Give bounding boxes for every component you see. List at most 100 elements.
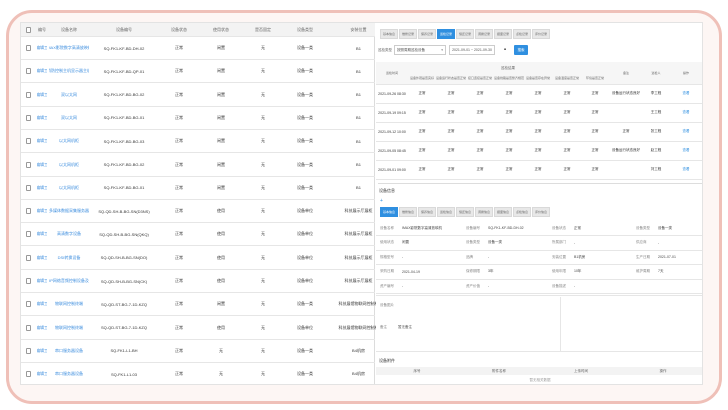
table-row[interactable]: 二楼东区编辑工作区设备 DSI转换设备 SQ-QD-SH-B-BG-SN(DO) 正常… [21, 247, 375, 270]
table-cell: 正常 [175, 231, 183, 237]
add-icon[interactable]: + [380, 198, 383, 204]
row-link[interactable]: 物联网控制终端 [55, 324, 83, 330]
subtab-3[interactable]: 巡检信息 [437, 207, 455, 217]
row-link[interactable]: DSI转换设备 [57, 254, 81, 260]
tab-record-4[interactable]: 借还记录 [456, 29, 474, 39]
view-link[interactable]: 查看 [682, 148, 690, 152]
row-checkbox[interactable] [25, 231, 31, 238]
row-checkbox[interactable] [25, 278, 31, 284]
row-link[interactable]: 以太网机柜 [59, 184, 79, 190]
subtab-5[interactable]: 调拨信息 [475, 207, 493, 217]
row-checkbox[interactable] [25, 254, 31, 261]
tab-record-3[interactable]: 巡检记录 [437, 29, 455, 39]
row-link[interactable]: 二楼东区编辑工作区设备 [37, 324, 47, 330]
row-checkbox[interactable] [25, 91, 31, 98]
table-row[interactable]: 二楼东区编辑工作区设备 串口服务器设备 SQ-FK1-L1-03 正常 无 无 设备一类 B4… [21, 363, 375, 384]
row-link[interactable]: 二楼东区编辑工作区设备 [37, 91, 47, 97]
view-link[interactable]: 查看 [682, 110, 690, 114]
view-link[interactable]: 查看 [682, 91, 690, 95]
subtab-2[interactable]: 保养信息 [418, 207, 436, 217]
grid-cell: 正常 [563, 91, 571, 95]
column-header: 使用状态 [213, 26, 229, 32]
row-link[interactable]: IMAX影院数字高清放映机 [49, 45, 89, 50]
row-link[interactable]: 消防控制主机显示器主机 [49, 68, 89, 74]
divider [376, 103, 702, 104]
date-range-picker[interactable]: 2021-09-01 ~ 2021-09-30 [449, 45, 495, 55]
row-link[interactable]: 双以太网 [61, 91, 77, 97]
row-link[interactable]: 二楼东区编辑工作区设备 [37, 301, 47, 307]
row-link[interactable]: 以太网机柜 [59, 161, 79, 167]
table-row[interactable]: 二楼东区编辑工作区设备IMAX影院数字高清放映机 SQ-FK1-KF-BD-DH-… [21, 37, 375, 60]
table-row[interactable]: 二楼东区编辑工作区设备 双以太网 SQ-FK1-KF-BD-BG-01 正常 闲置 无 设备… [21, 107, 375, 130]
row-link[interactable]: 二楼东区编辑工作区设备 [37, 254, 47, 260]
row-link[interactable]: 二楼东区编辑工作区设备 [37, 278, 47, 283]
table-row[interactable]: 二楼东区编辑工作区设备 串口服务器设备 SQ-FK1-L1-BH 正常 无 无 设备一类 B4… [21, 340, 375, 363]
subtab-6[interactable]: 报废信息 [494, 207, 512, 217]
row-link[interactable]: 串口服务器设备 [55, 347, 83, 353]
row-link[interactable]: 二楼东区编辑工作区设备 [37, 45, 47, 50]
search-icon[interactable]: ▪ [503, 47, 507, 53]
row-link[interactable]: 会议IP网络音频控制设备及模块 [49, 278, 89, 283]
tab-record-2[interactable]: 保养记录 [418, 29, 436, 39]
table-cell: 使用 [217, 254, 225, 260]
row-checkbox[interactable] [25, 347, 31, 354]
table-row[interactable]: 二楼东区编辑工作区设备会议IP网络音频控制设备及模块 SQ-QD-SH-B-BG-… [21, 270, 375, 293]
row-checkbox[interactable] [25, 68, 31, 75]
row-link[interactable]: 串口服务器设备 [55, 371, 83, 377]
row-checkbox[interactable] [25, 138, 31, 145]
tab-record-8[interactable]: 评价记录 [532, 29, 550, 39]
tab-record-6[interactable]: 报废记录 [494, 29, 512, 39]
row-checkbox[interactable] [25, 45, 31, 51]
row-link[interactable]: 二楼东区编辑工作区设备 [37, 68, 47, 74]
row-link[interactable]: 双以太网 [61, 114, 77, 120]
table-row[interactable]: 二楼东区编辑工作区设备 以太网机柜 SQ-FK1-KF-BD-BG-03 正常 闲置 无 设… [21, 130, 375, 154]
inspection-type-select[interactable]: 按照周期巡检设备 ▾ [394, 45, 446, 55]
subtab-8[interactable]: 评价信息 [532, 207, 550, 217]
table-row[interactable]: 二楼东区编辑工作区设备 双以太网 SQ-FK1-KF-BD-BG-02 正常 闲置 无 设备… [21, 84, 375, 107]
row-link[interactable]: 二楼东区编辑工作区设备 [37, 347, 47, 353]
table-cell: 设备单位 [297, 324, 313, 330]
row-checkbox[interactable] [25, 114, 31, 121]
row-link[interactable]: 二楼东区编辑工作区设备 [37, 371, 47, 377]
subtab-7[interactable]: 点检信息 [513, 207, 531, 217]
tab-record-0[interactable]: 基本信息 [380, 29, 398, 39]
view-link[interactable]: 查看 [682, 167, 690, 171]
row-checkbox[interactable] [25, 324, 31, 331]
grid-column-header: 设备外观是否完好 [409, 76, 434, 80]
row-link[interactable]: 二楼东区编辑工作区设备 [37, 184, 47, 190]
table-row[interactable]: 二楼东区编辑工作区设备 以太网机柜 SQ-FK1-KF-BD-BG-01 正常 闲置 无 设… [21, 177, 375, 200]
select-all-checkbox[interactable] [25, 26, 31, 33]
row-link[interactable]: 高清数字设备 [57, 231, 81, 237]
row-link[interactable]: 多媒体数据采集服务器 [49, 208, 89, 214]
tab-record-7[interactable]: 点检记录 [513, 29, 531, 39]
table-row[interactable]: 二楼东区编辑工作区设备 物联网控制终端 SQ-QD-ST-BG-7-1D-KZQ 正常… [21, 293, 379, 317]
row-checkbox[interactable] [25, 371, 31, 378]
row-link[interactable]: 二楼东区编辑工作区设备 [37, 114, 47, 120]
table-row[interactable]: 二楼东区编辑工作区设备 以太网机柜 SQ-FK1-KF-BD-BG-02 正常 闲置 无 设… [21, 154, 375, 177]
tab-record-1[interactable]: 维修记录 [399, 29, 417, 39]
row-checkbox[interactable] [25, 301, 31, 308]
subtab-0[interactable]: 基本信息 [380, 207, 398, 217]
grid-cell: 正常 [418, 148, 426, 152]
view-link[interactable]: 查看 [682, 129, 690, 133]
row-link[interactable]: 二楼东区编辑工作区设备 [37, 231, 47, 237]
table-row[interactable]: 二楼东区编辑工作区设备多媒体数据采集服务器 SQ-QD-SH-B-BG-SN(D3… [21, 200, 375, 224]
grid-cell: 正常 [591, 148, 599, 152]
row-link[interactable]: 二楼东区编辑工作区设备 [37, 161, 47, 167]
inspection-grid: 巡检结果 巡检时间 设备外观是否完好 设备运行状态是否正常 接口连接是否正常 设备线路是否… [376, 62, 702, 183]
search-button[interactable]: 搜索 [514, 45, 528, 55]
row-link[interactable]: 二楼东区编辑工作区设备 [37, 138, 47, 144]
tab-record-5[interactable]: 调拨记录 [475, 29, 493, 39]
table-row[interactable]: 二楼东区编辑工作区设备消防控制主机显示器主机 SQ-FK1-KF-BD-QP-01… [21, 60, 375, 84]
subtab-1[interactable]: 维修信息 [399, 207, 417, 217]
table-cell: 设备一类 [297, 114, 313, 120]
row-link[interactable]: 二楼东区编辑工作区设备 [37, 208, 47, 214]
table-row[interactable]: 二楼东区编辑工作区设备 高清数字设备 SQ-QD-SH-B-BG-SN(QKQ) 正常… [21, 223, 375, 247]
row-checkbox[interactable] [25, 161, 31, 168]
row-link[interactable]: 物联网控制终端 [55, 301, 83, 307]
subtab-4[interactable]: 借还信息 [456, 207, 474, 217]
row-link[interactable]: 以太网机柜 [59, 138, 79, 144]
table-row[interactable]: 二楼东区编辑工作区设备 物联网控制终端 SQ-QD-ST-BG-7-1D-KZQ 正常… [21, 317, 379, 340]
row-checkbox[interactable] [25, 208, 31, 215]
row-checkbox[interactable] [25, 184, 31, 191]
